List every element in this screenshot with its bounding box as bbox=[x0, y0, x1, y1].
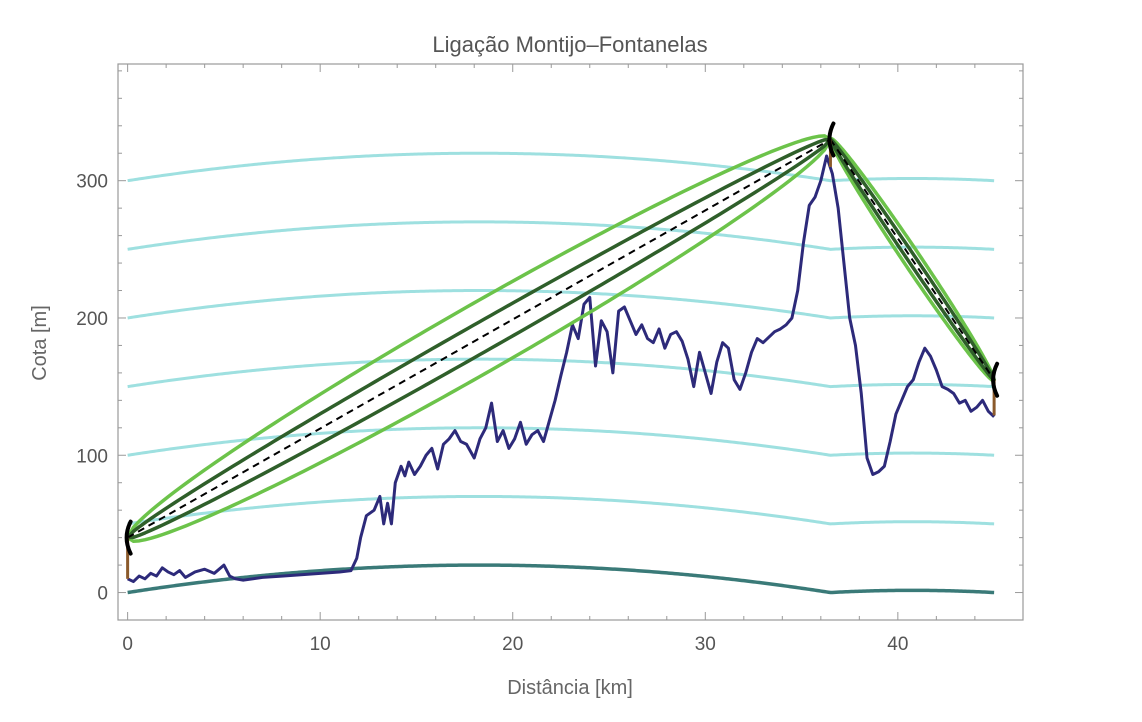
station-antenna-3 bbox=[991, 361, 1000, 398]
x-tick-label-20: 20 bbox=[502, 634, 523, 655]
y-tick-label-0: 0 bbox=[97, 584, 108, 605]
earth-curve-offset-100 bbox=[127, 426, 995, 457]
axis-tick-labels: 0 10 20 30 40 0 100 200 300 bbox=[76, 172, 908, 655]
earth-curve-offset-50 bbox=[127, 494, 995, 526]
x-axis-title: Distância [km] bbox=[507, 677, 633, 699]
plot-area bbox=[124, 121, 1000, 595]
y-tick-label-300: 300 bbox=[76, 172, 108, 193]
earth-curve-offset-150 bbox=[127, 357, 995, 389]
station-antenna-1 bbox=[124, 519, 133, 556]
station-antenna-2 bbox=[827, 121, 836, 158]
chart-title: Ligação Montijo–Fontanelas bbox=[432, 32, 707, 57]
x-tick-label-0: 0 bbox=[122, 634, 133, 655]
plot-frame bbox=[117, 63, 1024, 621]
y-tick-label-100: 100 bbox=[76, 446, 108, 467]
y-tick-label-200: 200 bbox=[76, 309, 108, 330]
earth-curve-offset-250 bbox=[127, 220, 995, 251]
axis-ticks bbox=[118, 64, 1023, 620]
x-tick-label-30: 30 bbox=[695, 634, 716, 655]
line-of-sight-link-1 bbox=[127, 138, 831, 539]
x-tick-label-10: 10 bbox=[310, 634, 331, 655]
terrain-profile bbox=[126, 154, 996, 584]
x-tick-label-40: 40 bbox=[887, 634, 908, 655]
line-of-sight-link-2 bbox=[829, 138, 995, 381]
y-axis-title: Cota [m] bbox=[29, 305, 51, 381]
earth-curve bbox=[127, 563, 995, 595]
